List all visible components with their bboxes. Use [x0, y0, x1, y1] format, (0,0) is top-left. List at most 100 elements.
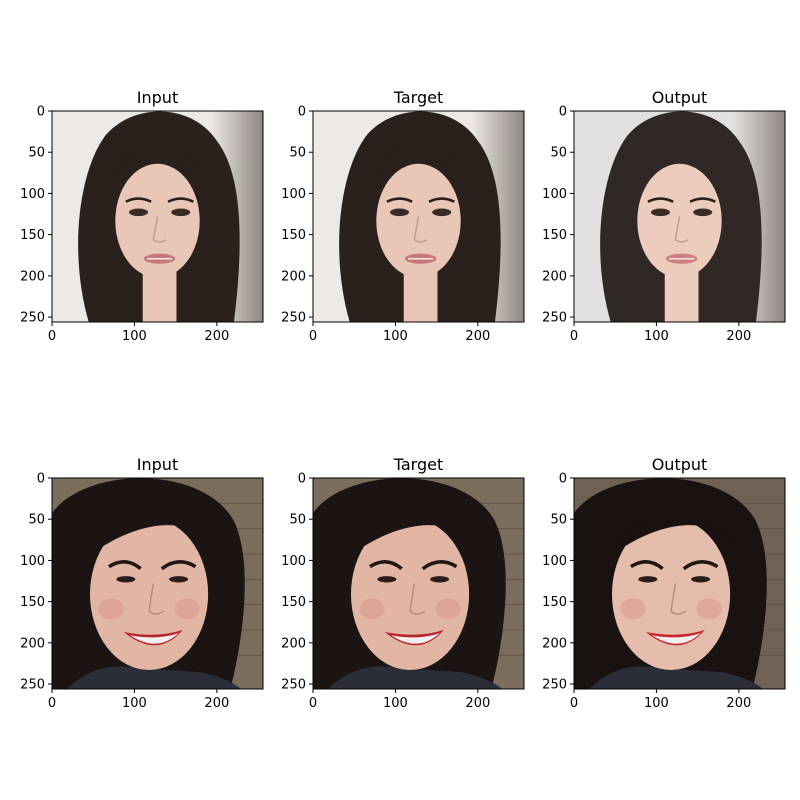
hair-fringe [376, 140, 466, 200]
panel-image [313, 111, 524, 322]
clothing [66, 666, 242, 689]
y-tick-label: 200 [20, 636, 45, 651]
y-tick-label: 150 [542, 228, 567, 243]
y-tick-label: 50 [289, 146, 306, 161]
y-tick-label: 50 [550, 513, 567, 528]
panel-4: Input 0 100 200 0 50 100 150 200 250 [20, 455, 264, 711]
axes-frame [312, 110, 525, 323]
x-tick-label: 100 [644, 696, 669, 711]
x-tick-label: 0 [570, 696, 578, 711]
axes-frame [51, 110, 264, 323]
right-cheek [174, 598, 200, 620]
right-eye [430, 576, 450, 583]
face [637, 163, 722, 278]
clothing [327, 666, 503, 689]
y-tick-label: 100 [20, 187, 45, 202]
right-brow [160, 560, 197, 571]
y-tick-label: 50 [550, 146, 567, 161]
face [115, 163, 200, 278]
y-tick-label: 200 [542, 269, 567, 284]
right-eye [169, 576, 189, 583]
nose [148, 583, 165, 615]
left-cheek [98, 598, 124, 620]
left-brow [125, 197, 152, 203]
x-tick-label: 100 [383, 329, 408, 344]
right-eye [432, 208, 452, 217]
face [376, 163, 461, 278]
y-tick-label: 0 [559, 105, 567, 120]
left-brow [369, 560, 403, 571]
y-tick-label: 150 [20, 595, 45, 610]
right-cheek [435, 598, 461, 620]
y-tick-label: 250 [20, 311, 45, 326]
hair-fringe [355, 510, 470, 552]
left-brow [630, 560, 664, 571]
x-tick-label: 100 [122, 329, 147, 344]
panel-title: Target [393, 455, 444, 474]
x-tick-label: 100 [122, 696, 147, 711]
hair-fringe [637, 140, 727, 200]
panel-3: Output 0 100 200 0 50 100 150 200 250 [542, 88, 786, 344]
y-tick-label: 250 [20, 678, 45, 693]
left-brow [108, 560, 142, 571]
y-tick-label: 250 [542, 678, 567, 693]
y-tick-label: 0 [298, 105, 306, 120]
right-brow [428, 197, 455, 203]
panel-6: Output 0 100 200 0 50 100 150 200 250 [542, 455, 786, 711]
y-tick-label: 150 [20, 228, 45, 243]
y-tick-label: 100 [20, 554, 45, 569]
right-brow [682, 560, 719, 571]
teeth [391, 633, 440, 644]
y-tick-label: 100 [542, 187, 567, 202]
y-tick-label: 50 [28, 146, 45, 161]
left-brow [647, 197, 674, 203]
panel-5: Target 0 100 200 0 50 100 150 200 250 [281, 455, 525, 711]
teeth [130, 633, 179, 644]
y-tick-label: 150 [281, 595, 306, 610]
nose [152, 216, 167, 243]
panel-title: Output [652, 88, 708, 107]
panel-title: Output [652, 455, 708, 474]
y-tick-label: 100 [542, 554, 567, 569]
x-tick-label: 200 [204, 329, 229, 344]
x-tick-label: 0 [309, 329, 317, 344]
y-tick-label: 200 [281, 269, 306, 284]
y-tick-label: 0 [37, 105, 45, 120]
x-tick-label: 0 [48, 329, 56, 344]
y-tick-label: 100 [281, 187, 306, 202]
x-tick-label: 200 [726, 329, 751, 344]
left-cheek [620, 598, 646, 620]
axes-frame [573, 110, 786, 323]
hair-fringe [115, 140, 205, 200]
y-tick-label: 250 [281, 311, 306, 326]
y-tick-label: 50 [289, 513, 306, 528]
y-tick-label: 200 [20, 269, 45, 284]
hair-fringe [94, 510, 209, 552]
y-tick-label: 250 [281, 678, 306, 693]
hair-fringe [616, 510, 731, 552]
panels: Input 0 100 200 0 50 100 150 200 250 Target 0 100 200… [20, 88, 786, 711]
panel-2: Target 0 100 200 0 50 100 150 200 250 [281, 88, 525, 344]
x-tick-label: 0 [309, 696, 317, 711]
panel-1: Input 0 100 200 0 50 100 150 200 250 [20, 88, 264, 344]
right-eye [691, 576, 711, 583]
right-brow [421, 560, 458, 571]
x-tick-label: 100 [383, 696, 408, 711]
panel-title: Input [137, 88, 178, 107]
y-tick-label: 0 [559, 472, 567, 487]
left-eye [638, 576, 658, 583]
y-tick-label: 150 [281, 228, 306, 243]
left-eye [129, 208, 149, 217]
nose [670, 583, 687, 615]
panel-title: Input [137, 455, 178, 474]
y-tick-label: 0 [298, 472, 306, 487]
left-eye [651, 208, 671, 217]
nose [674, 216, 689, 243]
left-eye [390, 208, 410, 217]
left-brow [386, 197, 413, 203]
x-tick-label: 200 [465, 329, 490, 344]
axes-frame [573, 477, 786, 690]
right-cheek [696, 598, 722, 620]
x-tick-label: 100 [644, 329, 669, 344]
